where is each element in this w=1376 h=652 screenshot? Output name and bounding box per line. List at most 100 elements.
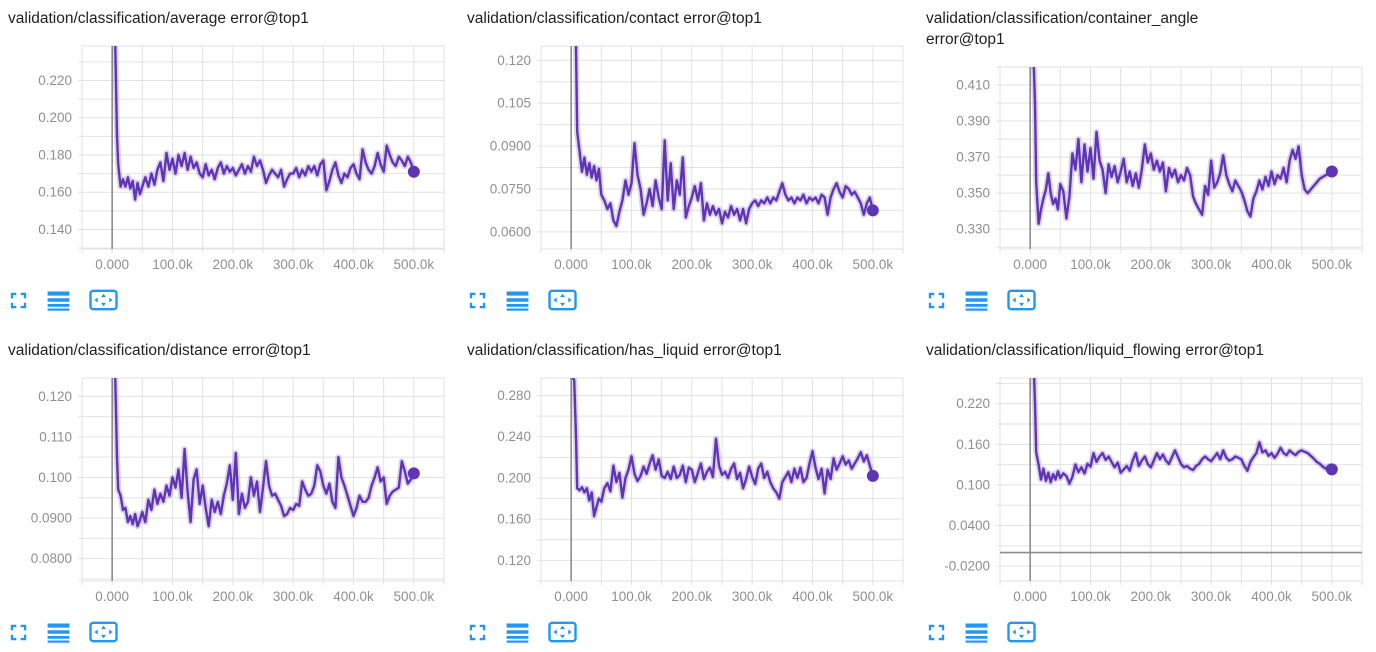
series-line: [569, 378, 879, 520]
axis-tick-label: 0.0900: [31, 511, 72, 526]
log-scale-toggle-button[interactable]: [963, 288, 990, 312]
axis-tick-label: 0.120: [497, 53, 531, 68]
fit-domain-button[interactable]: [547, 287, 578, 313]
chart-title: validation/classification/distance error…: [8, 342, 311, 359]
axis-tick-label: 500.0k: [1312, 257, 1353, 272]
fit-domain-button[interactable]: [547, 619, 578, 645]
axis-tick-label: 0.000: [1013, 257, 1047, 272]
expand-chart-button[interactable]: [8, 290, 29, 311]
scalar-line-chart[interactable]: 0.000 100.0k 200.0k 300.0k 400.0k 500.0k 0.140…: [8, 45, 456, 277]
axis-tick-label: 200.0k: [213, 589, 254, 604]
axis-tick-label: 0.000: [95, 257, 129, 272]
fit-domain-icon: [89, 289, 118, 311]
axis-tick-label: 500.0k: [394, 589, 435, 604]
expand-icon: [928, 624, 945, 640]
scalar-line-chart[interactable]: 0.000 100.0k 200.0k 300.0k 400.0k 500.0k 0.080…: [8, 377, 456, 609]
axis-tick-label: 300.0k: [1191, 257, 1232, 272]
axis-tick-label: 0.330: [956, 222, 990, 237]
chart-title: validation/classification/liquid_flowing…: [926, 342, 1264, 359]
axis-tick-label: 0.180: [38, 147, 72, 162]
axis-tick-label: -0.0200: [944, 559, 990, 574]
log-scale-toggle-button[interactable]: [504, 288, 531, 312]
axis-tick-label: 0.000: [1013, 589, 1047, 604]
scalar-chart-card: validation/classification/liquid_flowing…: [918, 332, 1376, 646]
expand-chart-button[interactable]: [926, 622, 947, 643]
final-value-dot: [866, 469, 879, 482]
axis-tick-label: 0.160: [38, 185, 72, 200]
chart-title: validation/classification/has_liquid err…: [467, 342, 782, 359]
axis-tick-label: 0.140: [38, 222, 72, 237]
scalar-line-chart[interactable]: 0.000 100.0k 200.0k 300.0k 400.0k 500.0k 0.120…: [467, 377, 915, 609]
axis-tick-label: 200.0k: [672, 589, 713, 604]
scalar-line-chart[interactable]: 0.000 100.0k 200.0k 300.0k 400.0k 500.0k -0.02…: [926, 377, 1374, 609]
axis-tick-label: 0.105: [497, 96, 531, 111]
fit-domain-icon: [548, 289, 577, 311]
chart-toolbar: [8, 618, 459, 646]
scalar-chart-card: validation/classification/distance error…: [0, 332, 459, 646]
fit-domain-button[interactable]: [1006, 619, 1037, 645]
axis-tick-label: 400.0k: [792, 589, 833, 604]
axis-tick-label: 400.0k: [333, 589, 374, 604]
axis-tick-label: 0.220: [38, 73, 72, 88]
expand-icon: [10, 292, 27, 308]
log-scale-icon: [965, 291, 988, 311]
axis-tick-label: 200.0k: [213, 257, 254, 272]
expand-chart-button[interactable]: [467, 290, 488, 311]
expand-icon: [469, 624, 486, 640]
log-scale-icon: [506, 291, 529, 311]
axis-tick-label: 100.0k: [611, 257, 652, 272]
fit-domain-icon: [1007, 621, 1036, 643]
chart-title: validation/classification/contact error@…: [467, 10, 762, 27]
chart-title: validation/classification/average error@…: [8, 10, 309, 27]
chart-toolbar: [8, 286, 459, 314]
axis-tick-label: 0.000: [95, 589, 129, 604]
chart-toolbar: [467, 286, 918, 314]
axis-tick-label: 0.220: [956, 396, 990, 411]
scalar-line-chart[interactable]: 0.000 100.0k 200.0k 300.0k 400.0k 500.0k 0.330…: [926, 66, 1374, 277]
fit-domain-button[interactable]: [1006, 287, 1037, 313]
expand-icon: [928, 292, 945, 308]
final-value-dot: [1325, 165, 1338, 178]
axis-tick-label: 100.0k: [152, 589, 193, 604]
axis-tick-label: 0.120: [38, 389, 72, 404]
chart-toolbar: [467, 618, 918, 646]
log-scale-icon: [965, 623, 988, 643]
chart-title: validation/classification/container_angl…: [926, 10, 1199, 48]
axis-tick-label: 0.200: [497, 470, 531, 485]
axis-tick-label: 300.0k: [273, 257, 314, 272]
axis-tick-label: 400.0k: [1251, 589, 1292, 604]
axis-tick-label: 300.0k: [732, 589, 773, 604]
log-scale-icon: [47, 623, 70, 643]
final-value-dot: [407, 467, 420, 480]
axis-tick-label: 500.0k: [1312, 589, 1353, 604]
series-line: [572, 46, 879, 230]
fit-domain-button[interactable]: [88, 619, 119, 645]
log-scale-toggle-button[interactable]: [963, 620, 990, 644]
final-value-dot: [407, 165, 420, 178]
axis-tick-label: 0.0800: [31, 551, 72, 566]
axis-tick-label: 0.240: [497, 429, 531, 444]
axis-tick-label: 0.160: [497, 512, 531, 527]
axis-tick-label: 300.0k: [273, 589, 314, 604]
log-scale-toggle-button[interactable]: [45, 288, 72, 312]
scalar-chart-card: validation/classification/container_angl…: [918, 0, 1376, 314]
fit-domain-button[interactable]: [88, 287, 119, 313]
final-value-dot: [1325, 463, 1338, 476]
axis-tick-label: 500.0k: [394, 257, 435, 272]
axis-tick-label: 0.000: [554, 257, 588, 272]
chart-toolbar: [926, 286, 1376, 314]
scalar-chart-card: validation/classification/has_liquid err…: [459, 332, 918, 646]
log-scale-toggle-button[interactable]: [504, 620, 531, 644]
axis-tick-label: 100.0k: [152, 257, 193, 272]
expand-chart-button[interactable]: [467, 622, 488, 643]
expand-chart-button[interactable]: [8, 622, 29, 643]
scalar-line-chart[interactable]: 0.000 100.0k 200.0k 300.0k 400.0k 500.0k 0.060…: [467, 45, 915, 277]
series-line: [1031, 378, 1338, 487]
final-value-dot: [866, 204, 879, 217]
log-scale-toggle-button[interactable]: [45, 620, 72, 644]
axis-tick-label: 0.370: [956, 150, 990, 165]
expand-chart-button[interactable]: [926, 290, 947, 311]
axis-tick-label: 400.0k: [333, 257, 374, 272]
series-line: [112, 46, 420, 203]
axis-tick-label: 0.0400: [949, 518, 990, 533]
